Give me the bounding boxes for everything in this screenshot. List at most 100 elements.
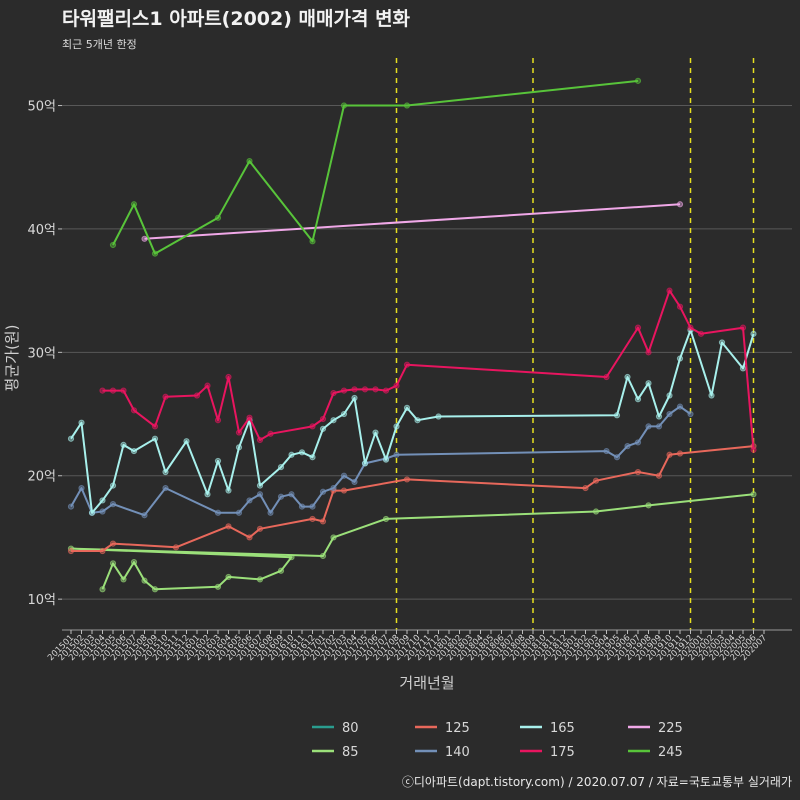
data-point bbox=[666, 410, 673, 418]
data-point bbox=[288, 554, 295, 561]
data-point bbox=[130, 201, 138, 208]
data-point bbox=[655, 472, 663, 479]
data-point bbox=[340, 387, 348, 394]
data-point bbox=[676, 201, 684, 208]
data-point bbox=[624, 443, 631, 450]
legend-item: 245 bbox=[628, 745, 683, 760]
data-point bbox=[67, 547, 75, 555]
data-point bbox=[361, 386, 369, 393]
data-point bbox=[739, 365, 747, 372]
data-point bbox=[330, 389, 337, 397]
legend-label: 85 bbox=[342, 745, 359, 760]
data-point bbox=[172, 544, 180, 551]
data-point bbox=[750, 491, 757, 498]
data-point bbox=[309, 515, 316, 523]
data-point bbox=[256, 525, 264, 532]
data-point bbox=[225, 487, 232, 494]
data-point bbox=[99, 497, 106, 504]
data-point bbox=[141, 235, 148, 242]
data-point bbox=[214, 214, 222, 221]
data-point bbox=[382, 456, 390, 463]
data-point bbox=[687, 324, 694, 331]
data-point bbox=[645, 349, 652, 356]
data-point bbox=[267, 509, 274, 516]
data-point bbox=[340, 102, 348, 109]
data-point bbox=[708, 392, 715, 399]
data-point bbox=[403, 102, 411, 109]
data-point bbox=[676, 403, 684, 410]
legend: 80 85 125 140 165 175 225 245 bbox=[312, 721, 683, 760]
data-point bbox=[634, 439, 642, 446]
data-point bbox=[109, 241, 117, 249]
data-point bbox=[183, 438, 190, 445]
data-point bbox=[393, 423, 400, 430]
data-point bbox=[676, 450, 684, 457]
series-line bbox=[70, 493, 754, 591]
data-point bbox=[120, 576, 127, 583]
data-point bbox=[99, 508, 106, 515]
data-point bbox=[634, 324, 642, 331]
data-point bbox=[592, 477, 600, 484]
data-point bbox=[613, 412, 621, 419]
data-point bbox=[298, 503, 306, 510]
data-point bbox=[246, 497, 253, 504]
data-point bbox=[130, 447, 138, 455]
data-point bbox=[414, 417, 421, 424]
data-point bbox=[403, 476, 411, 483]
data-point bbox=[340, 472, 348, 479]
data-point bbox=[372, 429, 379, 436]
legend-label: 165 bbox=[550, 721, 575, 736]
data-point bbox=[288, 491, 295, 498]
series-85 bbox=[67, 491, 757, 593]
data-point bbox=[109, 387, 117, 394]
data-point bbox=[697, 330, 705, 337]
data-point bbox=[256, 436, 264, 444]
vertical-marker-lines bbox=[395, 58, 755, 630]
legend-label: 225 bbox=[658, 721, 683, 736]
data-point bbox=[204, 491, 211, 498]
data-point bbox=[298, 449, 306, 456]
data-point bbox=[256, 482, 264, 489]
data-point bbox=[676, 355, 684, 362]
data-point bbox=[340, 487, 348, 494]
data-point bbox=[109, 540, 117, 547]
data-point bbox=[162, 393, 169, 400]
data-point bbox=[319, 488, 327, 495]
data-point bbox=[246, 534, 253, 541]
data-point bbox=[256, 491, 264, 498]
data-point bbox=[99, 547, 106, 555]
y-tick-label: 20억 bbox=[27, 470, 56, 485]
legend-label: 80 bbox=[342, 721, 359, 736]
data-point bbox=[361, 460, 369, 467]
data-point bbox=[330, 484, 337, 492]
series-line bbox=[112, 79, 639, 255]
data-point bbox=[288, 451, 295, 458]
data-point bbox=[603, 447, 610, 455]
legend-item: 80 bbox=[312, 721, 359, 736]
data-point bbox=[309, 454, 316, 461]
data-point bbox=[99, 586, 106, 593]
data-point bbox=[225, 523, 232, 530]
series-140 bbox=[67, 403, 694, 519]
y-tick-label: 40억 bbox=[27, 223, 56, 238]
data-point bbox=[319, 518, 327, 525]
series-165 bbox=[67, 327, 757, 516]
data-point bbox=[109, 501, 117, 508]
data-point bbox=[582, 484, 589, 492]
data-point bbox=[277, 493, 285, 500]
data-point bbox=[67, 503, 75, 510]
data-point bbox=[319, 552, 327, 560]
data-point bbox=[277, 567, 285, 574]
data-point bbox=[634, 77, 642, 84]
data-point bbox=[319, 425, 327, 432]
data-point bbox=[382, 387, 390, 394]
data-point bbox=[655, 423, 663, 430]
data-point bbox=[214, 509, 222, 516]
data-point bbox=[676, 303, 684, 310]
data-point bbox=[193, 392, 201, 399]
legend-label: 140 bbox=[445, 745, 470, 760]
data-point bbox=[151, 423, 159, 430]
data-point bbox=[267, 430, 274, 437]
data-point bbox=[666, 451, 673, 458]
